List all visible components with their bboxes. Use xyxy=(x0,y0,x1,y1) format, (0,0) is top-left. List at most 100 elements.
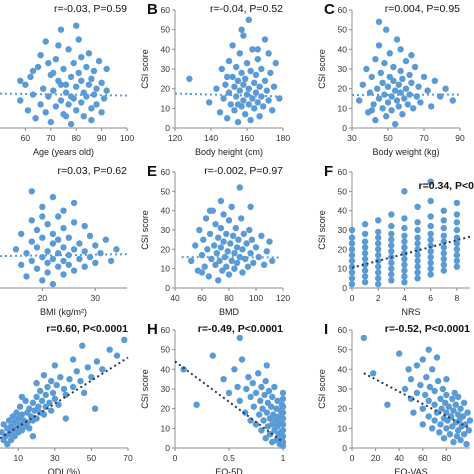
x-tick-label: 140 xyxy=(204,133,218,143)
data-point xyxy=(49,389,57,397)
data-point xyxy=(410,409,417,416)
panel-f: 0 2 4 6 8 0 10 20 30 40 50 60 NRS CSI score Fr=0.34, P… xyxy=(317,163,474,317)
x-tick-label: 90 xyxy=(455,133,465,143)
trend-line xyxy=(0,356,129,440)
data-point xyxy=(375,217,382,224)
data-point xyxy=(269,107,276,114)
y-tick-label: 60 xyxy=(338,167,348,177)
data-point xyxy=(220,95,227,102)
x-tick-label: 0 xyxy=(350,453,355,463)
correlation-stat: r=-0.52, P<0.0001 xyxy=(385,323,470,335)
data-point xyxy=(266,238,273,245)
data-point xyxy=(381,59,388,67)
data-point xyxy=(439,385,447,393)
data-point xyxy=(443,391,450,399)
data-point xyxy=(49,280,57,288)
y-tick-label: 30 xyxy=(161,64,171,74)
data-point xyxy=(433,354,441,361)
correlation-stat: r=0.34, P<0 xyxy=(419,180,474,192)
data-point xyxy=(238,69,245,77)
data-point xyxy=(227,101,234,108)
data-point xyxy=(348,240,356,247)
data-point xyxy=(397,46,404,53)
data-point xyxy=(188,257,195,265)
y-tick-label: 30 xyxy=(338,225,348,235)
x-tick-label: 2 xyxy=(376,293,381,303)
data-point xyxy=(37,387,44,395)
data-point xyxy=(375,18,383,25)
data-point xyxy=(361,255,369,263)
data-point xyxy=(225,57,233,65)
data-point xyxy=(395,81,402,88)
data-point xyxy=(377,69,384,77)
trend-line xyxy=(0,92,128,97)
data-point xyxy=(440,244,447,251)
data-point xyxy=(440,250,447,257)
data-point xyxy=(229,73,236,81)
data-point xyxy=(16,403,24,410)
data-point xyxy=(33,244,41,251)
data-point xyxy=(261,36,269,43)
data-point xyxy=(453,263,461,270)
data-point xyxy=(17,97,24,104)
x-tick-label: 6 xyxy=(428,293,433,303)
data-point xyxy=(57,26,65,33)
data-point xyxy=(419,421,426,428)
data-point xyxy=(44,221,51,228)
data-point xyxy=(47,118,54,126)
data-point xyxy=(83,63,90,71)
data-point xyxy=(425,346,432,353)
data-point xyxy=(457,405,464,412)
data-point xyxy=(70,246,78,253)
data-point xyxy=(388,107,395,114)
x-tick-label: 70 xyxy=(123,453,133,463)
data-point xyxy=(42,38,49,45)
data-point xyxy=(236,87,243,94)
data-point xyxy=(401,273,408,280)
data-point xyxy=(231,83,238,90)
data-point xyxy=(249,95,256,102)
data-point xyxy=(243,240,250,247)
y-tick-label: 0 xyxy=(342,123,347,133)
data-point xyxy=(62,81,70,88)
data-point xyxy=(67,93,75,100)
data-point xyxy=(219,267,226,274)
data-point xyxy=(233,244,241,251)
x-tick-label: 160 xyxy=(240,133,254,143)
data-point xyxy=(270,83,278,90)
data-point xyxy=(218,65,225,73)
x-tick-label: 1 xyxy=(281,453,286,463)
trend-line xyxy=(0,253,128,258)
y-tick-label: 10 xyxy=(338,423,348,433)
data-point xyxy=(242,75,249,83)
data-point xyxy=(424,87,431,94)
panel-d: 20 30 BMI (kg/m²) r=0.03, P=0.62 xyxy=(0,165,127,317)
data-point xyxy=(348,246,356,253)
data-point xyxy=(402,85,410,92)
x-tick-label: 30 xyxy=(91,293,101,303)
data-point xyxy=(232,224,239,232)
x-tick-label: 50 xyxy=(383,133,393,143)
data-point xyxy=(202,215,210,222)
data-point xyxy=(180,366,187,373)
data-point xyxy=(420,73,428,81)
data-point xyxy=(83,93,90,100)
data-point xyxy=(85,81,93,88)
data-point xyxy=(256,113,263,120)
panel-letter: C xyxy=(324,1,335,18)
data-point xyxy=(240,81,247,88)
data-point xyxy=(258,232,265,239)
data-point xyxy=(254,56,261,63)
data-point xyxy=(29,433,37,440)
data-point xyxy=(60,224,67,232)
data-point xyxy=(70,219,78,226)
y-tick-label: 60 xyxy=(161,325,171,335)
data-point xyxy=(279,421,287,428)
data-point xyxy=(57,374,64,381)
data-point xyxy=(258,427,265,434)
data-point xyxy=(414,219,421,226)
data-point xyxy=(417,99,424,106)
data-point xyxy=(249,46,256,53)
data-point xyxy=(446,431,454,438)
data-point xyxy=(52,56,60,63)
